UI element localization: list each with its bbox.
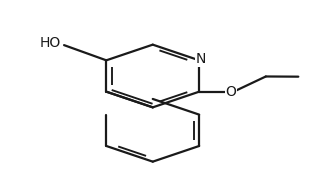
Text: N: N (196, 52, 206, 66)
Text: HO: HO (40, 36, 61, 50)
Text: O: O (226, 85, 237, 99)
